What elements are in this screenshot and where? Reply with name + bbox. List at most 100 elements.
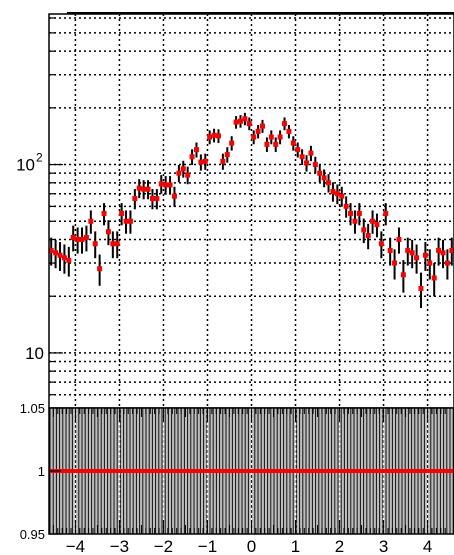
data-point bbox=[418, 285, 424, 291]
x-tick-label: 2 bbox=[335, 537, 344, 555]
data-point bbox=[158, 181, 164, 187]
lower-y-ticks: 0.95 1 1.05 bbox=[20, 401, 61, 542]
data-point bbox=[356, 210, 362, 216]
data-point bbox=[233, 119, 239, 125]
data-point bbox=[260, 123, 266, 129]
data-point bbox=[277, 134, 283, 140]
data-point bbox=[57, 252, 63, 258]
data-point bbox=[92, 241, 98, 247]
data-point bbox=[237, 118, 243, 124]
data-point bbox=[75, 237, 81, 243]
data-point bbox=[110, 241, 116, 247]
data-point bbox=[198, 159, 204, 165]
data-point bbox=[167, 182, 173, 188]
data-point bbox=[61, 255, 67, 261]
data-point bbox=[127, 218, 133, 224]
data-point bbox=[444, 260, 450, 266]
data-point bbox=[343, 203, 349, 209]
data-point bbox=[339, 193, 345, 199]
y-tick-label: 10 bbox=[16, 156, 35, 175]
data-point bbox=[105, 229, 111, 235]
data-point bbox=[88, 218, 94, 224]
data-point bbox=[70, 234, 76, 240]
data-point bbox=[141, 186, 147, 192]
x-tick-label: −3 bbox=[110, 537, 129, 555]
data-point bbox=[185, 172, 191, 178]
data-point bbox=[334, 191, 340, 197]
lower-vertical-grid bbox=[74, 408, 429, 534]
data-point bbox=[255, 128, 261, 134]
data-point bbox=[374, 222, 380, 228]
data-point bbox=[431, 275, 437, 281]
data-point bbox=[405, 247, 411, 253]
data-point bbox=[154, 196, 160, 202]
y-tick-label: 0.95 bbox=[20, 527, 45, 542]
data-point bbox=[149, 196, 155, 202]
y-tick-label: 1 bbox=[38, 464, 45, 479]
data-point bbox=[365, 233, 371, 239]
data-point bbox=[193, 147, 199, 153]
data-point bbox=[361, 227, 367, 233]
data-point bbox=[348, 210, 354, 216]
data-point bbox=[383, 210, 389, 216]
lower-panel: 0.95 1 1.05 −4 −3 −2 −1 0 1 2 3 4 bbox=[20, 401, 454, 555]
data-point bbox=[396, 237, 402, 243]
data-point bbox=[330, 188, 336, 194]
data-point bbox=[189, 154, 195, 160]
data-point bbox=[409, 250, 415, 256]
data-point bbox=[290, 140, 296, 146]
data-point bbox=[229, 140, 235, 146]
data-point bbox=[326, 180, 332, 186]
data-point bbox=[286, 128, 292, 134]
data-point bbox=[251, 134, 257, 140]
data-point bbox=[414, 255, 420, 261]
data-point bbox=[352, 218, 358, 224]
x-tick-label: −4 bbox=[66, 537, 85, 555]
x-tick-label: 3 bbox=[379, 537, 388, 555]
data-point bbox=[295, 147, 301, 153]
x-tick-label: −2 bbox=[154, 537, 173, 555]
data-point bbox=[101, 210, 107, 216]
data-point bbox=[171, 193, 177, 199]
data-point bbox=[378, 241, 384, 247]
data-point bbox=[123, 218, 129, 224]
data-point bbox=[282, 121, 288, 127]
data-point bbox=[299, 154, 305, 160]
data-point bbox=[312, 162, 318, 168]
x-tick-label: 1 bbox=[291, 537, 300, 555]
data-point bbox=[132, 196, 138, 202]
data-point bbox=[207, 134, 213, 140]
data-point bbox=[220, 158, 226, 164]
data-point bbox=[114, 241, 120, 247]
data-point bbox=[215, 133, 221, 139]
data-point bbox=[163, 182, 169, 188]
data-point bbox=[79, 237, 85, 243]
data-point bbox=[400, 272, 406, 278]
data-point bbox=[370, 218, 376, 224]
data-point bbox=[97, 266, 103, 272]
data-point bbox=[436, 247, 442, 253]
data-point bbox=[136, 185, 142, 191]
data-points bbox=[48, 112, 454, 309]
data-point bbox=[304, 160, 310, 166]
x-tick-label: 4 bbox=[423, 537, 432, 555]
x-ticks: −4 −3 −2 −1 0 1 2 3 4 bbox=[52, 408, 446, 555]
data-point bbox=[224, 152, 230, 158]
data-point bbox=[180, 166, 186, 172]
data-point bbox=[53, 250, 59, 256]
data-point bbox=[48, 247, 54, 253]
data-point bbox=[392, 260, 398, 266]
data-point bbox=[83, 234, 89, 240]
data-point bbox=[387, 247, 393, 253]
data-point bbox=[145, 186, 151, 192]
data-point bbox=[264, 141, 270, 147]
data-point bbox=[440, 250, 446, 256]
data-point bbox=[211, 132, 217, 138]
x-tick-label: 0 bbox=[247, 537, 256, 555]
data-point bbox=[449, 247, 454, 253]
data-point bbox=[273, 141, 279, 147]
x-tick-label: −1 bbox=[198, 537, 217, 555]
data-point bbox=[176, 170, 182, 176]
